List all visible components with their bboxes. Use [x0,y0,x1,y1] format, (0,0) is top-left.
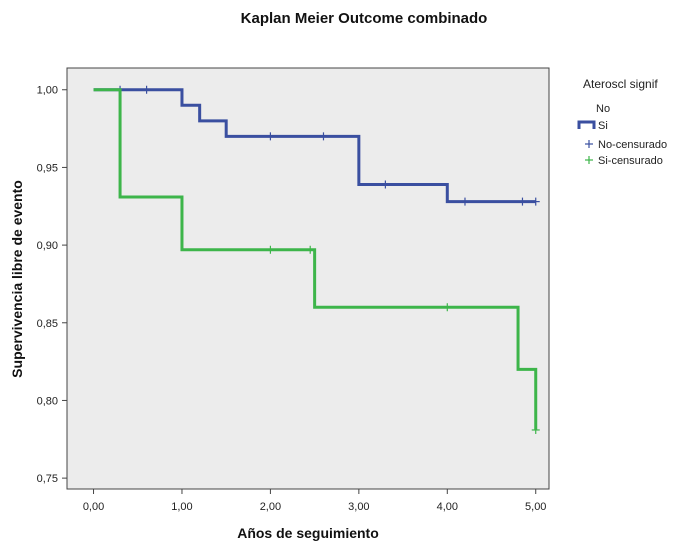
censor-mark-si [531,425,540,434]
chart-title: Kaplan Meier Outcome combinado [241,10,488,27]
x-tick-label: 1,00 [171,501,192,513]
series-layer [93,85,540,434]
censor-mark-no [266,132,275,141]
legend-no-label: No [596,103,610,115]
y-tick-label: 0,90 [37,240,58,252]
censor-mark-no [518,197,527,206]
censor-mark-no [142,85,151,94]
legend-si-censored-label: Si-censurado [598,155,663,167]
censor-mark-si [306,245,315,254]
y-tick-label: 1,00 [37,85,58,97]
series-line-no [93,88,536,204]
legend: Ateroscl signif No Si No-censurado Si-ce… [577,77,667,167]
x-tick-label: 5,00 [525,501,546,513]
legend-no-swatch [577,120,596,129]
x-tick-label: 0,00 [83,501,104,513]
x-tick-label: 3,00 [348,501,369,513]
x-axis: 0,00 1,00 2,00 3,00 4,00 5,00 [83,489,546,513]
legend-si-censored-marker [585,156,593,164]
legend-no-censored-marker [585,140,593,148]
x-axis-title: Años de seguimiento [237,525,379,541]
x-tick-label: 2,00 [260,501,281,513]
censor-mark-si [266,245,275,254]
y-axis: 0,75 0,80 0,85 0,90 0,95 1,00 [37,85,67,485]
censor-mark-no [319,132,328,141]
censor-mark-no [460,197,469,206]
legend-si-label: Si [598,120,608,132]
y-tick-label: 0,80 [37,395,58,407]
censor-mark-si [443,303,452,312]
plot-area [66,67,550,490]
y-tick-label: 0,85 [37,318,58,330]
censor-mark-no [381,180,390,189]
y-tick-label: 0,95 [37,162,58,174]
legend-no-censored-label: No-censurado [598,139,667,151]
y-axis-title: Supervivencia libre de evento [9,180,25,378]
y-tick-label: 0,75 [37,473,58,485]
x-tick-label: 4,00 [437,501,458,513]
series-line-si [93,88,538,430]
legend-title: Ateroscl signif [583,77,658,91]
censor-mark-no [531,197,540,206]
